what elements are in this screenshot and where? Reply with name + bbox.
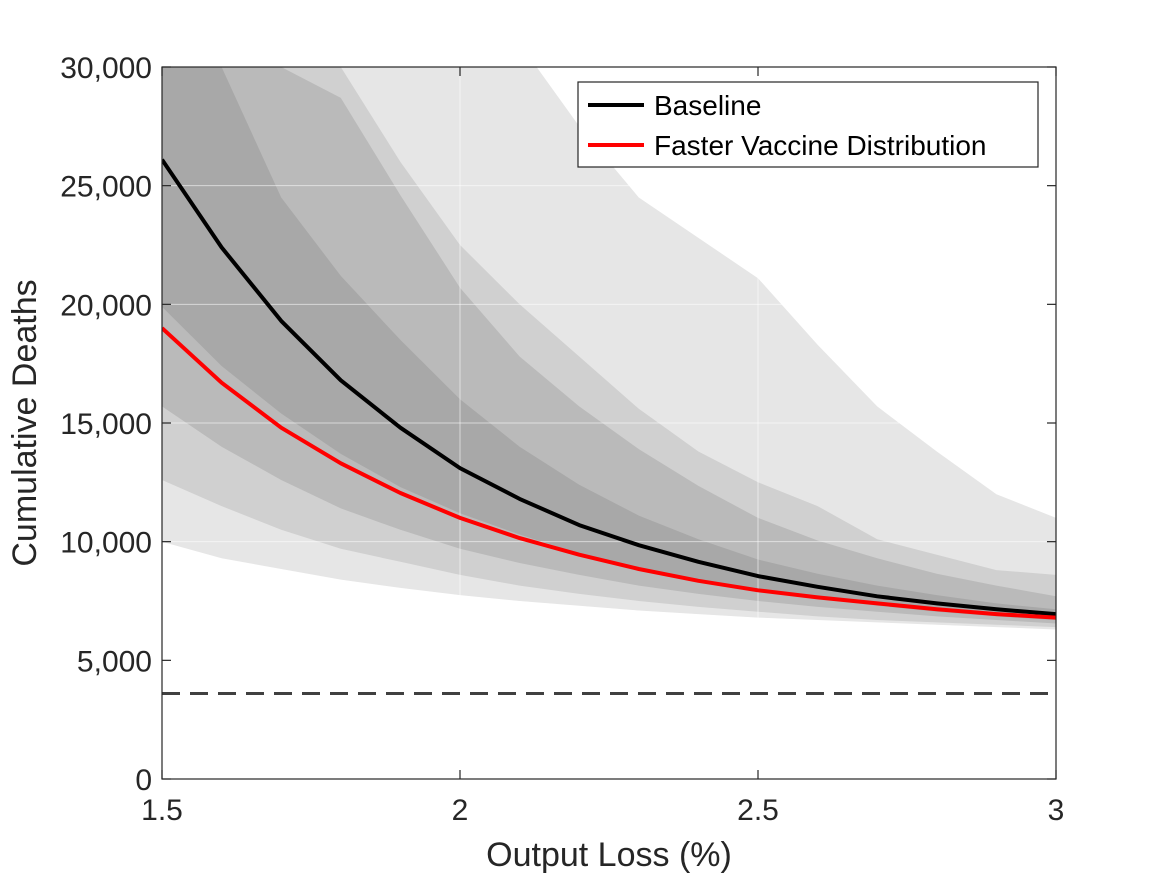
series-lines [162,158,1056,696]
legend-label: Faster Vaccine Distribution [654,130,987,161]
y-tick-label: 15,000 [60,408,152,441]
series-line-faster-vaccine [162,326,1056,620]
y-tick-label: 25,000 [60,171,152,204]
x-axis-label: Output Loss (%) [486,836,732,874]
legend-label: Baseline [654,90,761,121]
legend: Baseline Faster Vaccine Distribution [577,81,1039,168]
grid-lines [162,67,1056,779]
x-tick-label: 1.5 [141,794,183,827]
y-tick-label: 20,000 [60,289,152,322]
legend-box [577,81,1039,168]
x-tick-label: 3 [1048,794,1065,827]
axis-ticks: 1.5 2 2.5 3 0 5,000 10,000 15,000 20,000 25,000 30… [60,52,1064,827]
y-tick-label: 5,000 [77,645,152,678]
y-axis-label: Cumulative Deaths [6,279,44,566]
y-tick-label: 30,000 [60,52,152,85]
confidence-band-4 [162,67,1056,620]
y-tick-label: 10,000 [60,527,152,560]
x-tick-label: 2 [452,794,469,827]
y-tick-label: 0 [135,764,152,797]
x-tick-label: 2.5 [737,794,779,827]
series-line-baseline [162,158,1056,617]
